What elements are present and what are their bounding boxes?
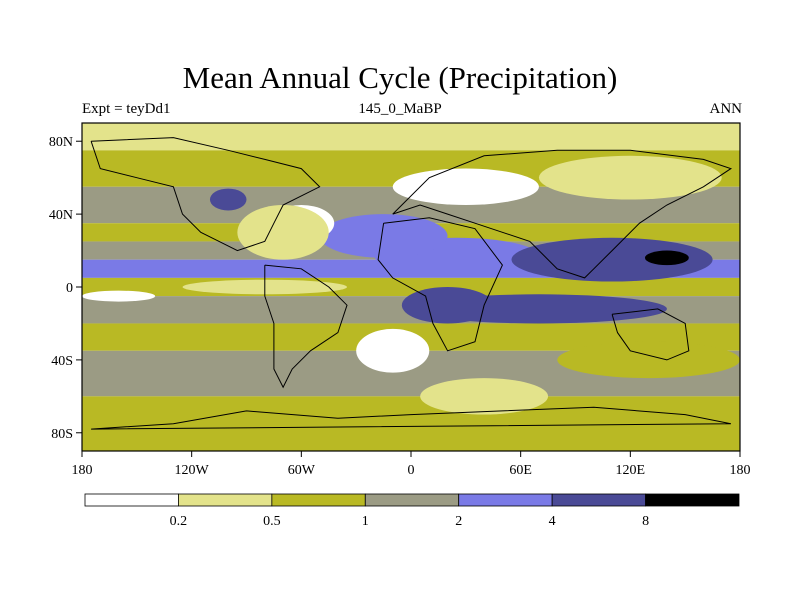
colorbar: 0.2 0.5 1 2 4 8 xyxy=(84,493,740,529)
time-slice-label: 145_0_MaBP xyxy=(358,101,442,117)
colorbar-label: 2 xyxy=(455,514,462,529)
colorbar-label: 4 xyxy=(549,514,556,529)
y-tick-label: 80S xyxy=(51,427,73,442)
colorbar-swatch xyxy=(271,493,366,507)
plot-title: Mean Annual Cycle (Precipitation) xyxy=(182,60,618,95)
colorbar-swatch xyxy=(551,493,646,507)
y-tick-label: 0 xyxy=(66,281,73,296)
x-tick-label: 60W xyxy=(288,463,316,478)
x-tick-label: 120W xyxy=(175,463,210,478)
x-tick-label: 0 xyxy=(408,463,415,478)
season-label: ANN xyxy=(709,101,743,117)
colorbar-swatch xyxy=(178,493,273,507)
coastline xyxy=(611,308,690,361)
coastline-layer xyxy=(90,137,733,430)
x-tick-label: 120E xyxy=(616,463,646,478)
colorbar-label: 0.5 xyxy=(263,514,281,529)
precip-patch xyxy=(82,290,156,302)
coastline xyxy=(90,137,321,252)
precip-patch xyxy=(319,214,448,258)
x-tick-label: 180 xyxy=(730,463,751,478)
x-tick-label: 60E xyxy=(509,463,532,478)
precip-patch xyxy=(237,205,329,260)
colorbar-swatch xyxy=(645,493,740,507)
precip-patch xyxy=(420,378,549,415)
precip-patch xyxy=(392,168,539,205)
y-tick-label: 40N xyxy=(49,208,73,223)
coastline xyxy=(377,217,503,352)
y-tick-label: 80N xyxy=(49,135,73,150)
colorbar-swatch xyxy=(458,493,553,507)
x-tick-label: 180 xyxy=(72,463,93,478)
precip-band xyxy=(82,277,740,297)
coastline xyxy=(264,264,348,389)
precip-patch xyxy=(209,188,247,211)
map-axes: 180 120W 60W 0 60E 120E 180 80N 40N 0 40S 80S xyxy=(49,135,751,478)
coastline xyxy=(91,406,731,430)
precip-patch xyxy=(401,287,494,324)
precip-band xyxy=(82,123,740,151)
colorbar-label: 0.2 xyxy=(170,514,188,529)
experiment-label: Expt = teyDd1 xyxy=(82,101,171,117)
precipitation-field xyxy=(82,123,740,451)
y-tick-label: 40S xyxy=(51,354,73,369)
precip-band xyxy=(82,396,740,451)
coastline xyxy=(392,149,733,279)
colorbar-swatch xyxy=(364,493,460,507)
colorbar-swatch xyxy=(84,493,179,507)
colorbar-label: 8 xyxy=(642,514,649,529)
colorbar-label: 1 xyxy=(362,514,369,529)
precip-patch xyxy=(538,155,722,200)
precip-patch xyxy=(557,341,740,379)
precip-patch xyxy=(644,250,689,266)
precip-patch xyxy=(356,328,430,373)
